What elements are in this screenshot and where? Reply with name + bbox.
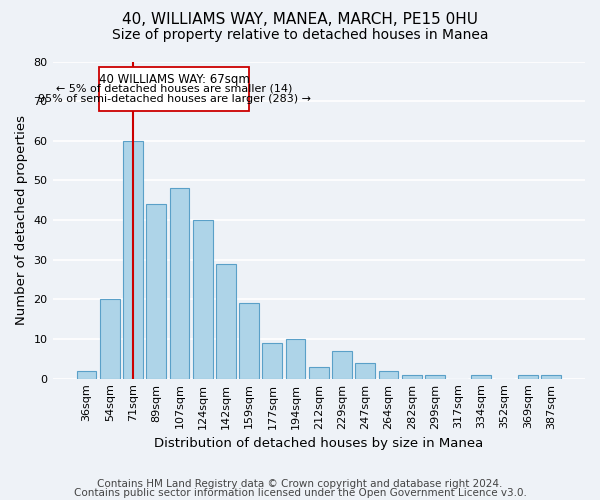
Text: Contains public sector information licensed under the Open Government Licence v3: Contains public sector information licen…: [74, 488, 526, 498]
Bar: [425, 374, 445, 378]
Bar: [170, 188, 190, 378]
Text: 40, WILLIAMS WAY, MANEA, MARCH, PE15 0HU: 40, WILLIAMS WAY, MANEA, MARCH, PE15 0HU: [122, 12, 478, 28]
Bar: [309, 367, 329, 378]
Bar: [262, 343, 282, 378]
Text: 40 WILLIAMS WAY: 67sqm: 40 WILLIAMS WAY: 67sqm: [99, 72, 250, 86]
Bar: [518, 374, 538, 378]
Bar: [77, 371, 97, 378]
Bar: [123, 141, 143, 378]
Bar: [355, 363, 375, 378]
Y-axis label: Number of detached properties: Number of detached properties: [15, 115, 28, 325]
Bar: [100, 300, 119, 378]
Bar: [379, 371, 398, 378]
Text: Contains HM Land Registry data © Crown copyright and database right 2024.: Contains HM Land Registry data © Crown c…: [97, 479, 503, 489]
Text: Size of property relative to detached houses in Manea: Size of property relative to detached ho…: [112, 28, 488, 42]
Bar: [286, 339, 305, 378]
FancyBboxPatch shape: [100, 68, 249, 111]
X-axis label: Distribution of detached houses by size in Manea: Distribution of detached houses by size …: [154, 437, 484, 450]
Bar: [472, 374, 491, 378]
Bar: [332, 351, 352, 378]
Bar: [239, 304, 259, 378]
Bar: [193, 220, 212, 378]
Bar: [541, 374, 561, 378]
Text: 95% of semi-detached houses are larger (283) →: 95% of semi-detached houses are larger (…: [38, 94, 311, 104]
Bar: [402, 374, 422, 378]
Bar: [146, 204, 166, 378]
Bar: [216, 264, 236, 378]
Text: ← 5% of detached houses are smaller (14): ← 5% of detached houses are smaller (14): [56, 84, 292, 94]
